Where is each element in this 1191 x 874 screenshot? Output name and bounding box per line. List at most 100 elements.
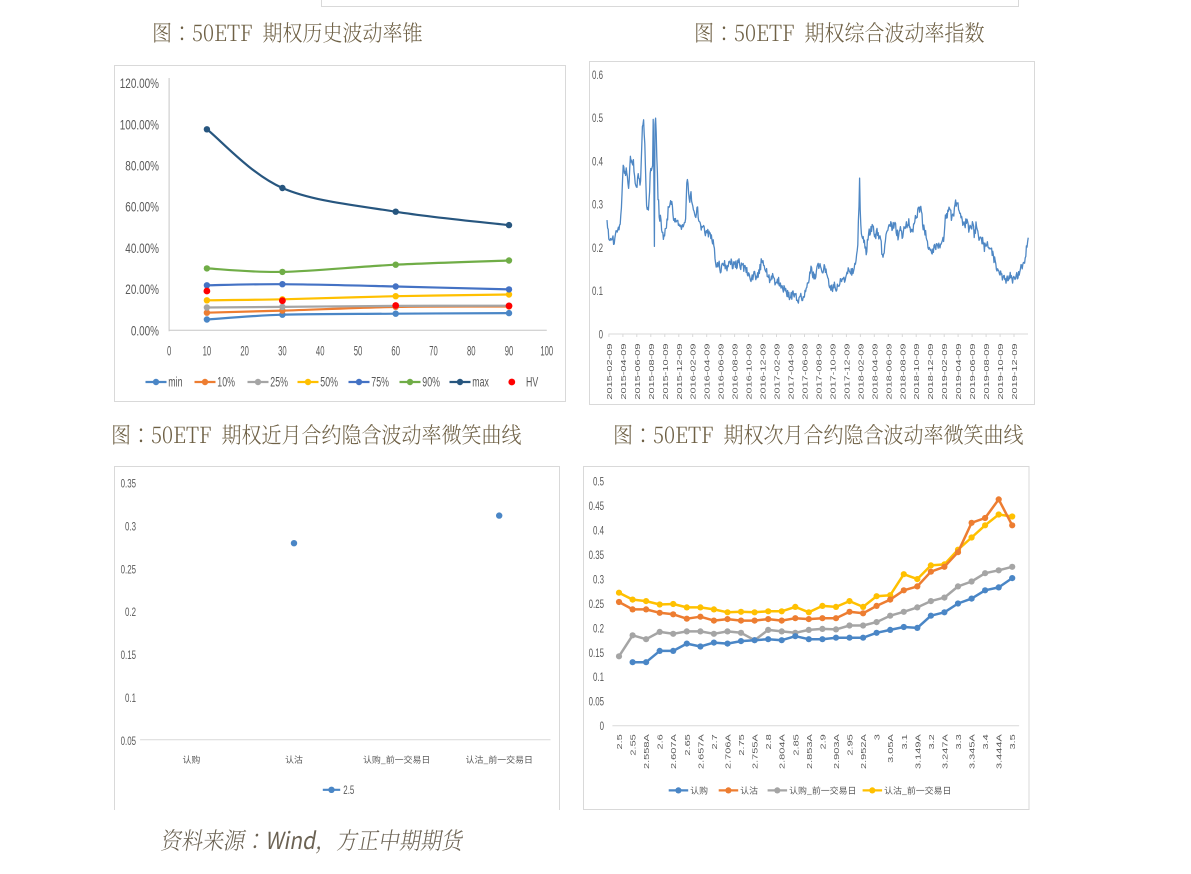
- svg-text:2.6: 2.6: [656, 734, 664, 749]
- svg-text:2015-10-09: 2015-10-09: [661, 343, 669, 399]
- svg-text:70: 70: [429, 344, 438, 359]
- svg-text:120.00%: 120.00%: [119, 75, 158, 91]
- svg-text:0.45: 0.45: [588, 501, 604, 514]
- svg-text:100: 100: [540, 344, 553, 359]
- svg-text:2.755A: 2.755A: [751, 734, 759, 770]
- svg-text:2019-06-09: 2019-06-09: [968, 343, 976, 399]
- svg-text:2016-02-09: 2016-02-09: [689, 343, 697, 399]
- svg-text:90%: 90%: [422, 373, 440, 390]
- svg-text:2017-12-09: 2017-12-09: [843, 343, 851, 399]
- svg-text:0.4: 0.4: [592, 525, 603, 538]
- svg-text:40: 40: [315, 344, 324, 359]
- svg-text:2018-08-09: 2018-08-09: [899, 343, 907, 399]
- svg-text:2.65: 2.65: [683, 734, 691, 755]
- svg-text:50%: 50%: [320, 373, 338, 390]
- svg-text:2.75: 2.75: [737, 734, 745, 755]
- svg-text:min: min: [168, 373, 182, 390]
- svg-text:0.15: 0.15: [120, 650, 136, 663]
- svg-text:2.903A: 2.903A: [832, 734, 840, 770]
- svg-text:2.95: 2.95: [846, 734, 854, 755]
- svg-text:0.35: 0.35: [120, 478, 136, 491]
- svg-text:2.706A: 2.706A: [724, 734, 732, 770]
- svg-text:2018-02-09: 2018-02-09: [857, 343, 865, 399]
- svg-text:0: 0: [166, 344, 170, 359]
- svg-text:2015-02-09: 2015-02-09: [605, 343, 613, 399]
- svg-text:100.00%: 100.00%: [119, 117, 158, 133]
- svg-text:0.15: 0.15: [588, 648, 604, 661]
- svg-text:2019-10-09: 2019-10-09: [996, 343, 1004, 399]
- svg-text:HV: HV: [526, 373, 538, 390]
- svg-text:2.9: 2.9: [819, 734, 827, 749]
- svg-text:2.804A: 2.804A: [778, 734, 786, 770]
- svg-text:0.1: 0.1: [591, 285, 602, 298]
- svg-text:2.85: 2.85: [792, 734, 800, 755]
- svg-text:2017-06-09: 2017-06-09: [801, 343, 809, 399]
- svg-text:40.00%: 40.00%: [125, 240, 159, 256]
- svg-text:2016-08-09: 2016-08-09: [731, 343, 739, 399]
- svg-text:2.558A: 2.558A: [642, 734, 650, 770]
- svg-text:0.05: 0.05: [120, 735, 136, 748]
- svg-text:60.00%: 60.00%: [125, 199, 159, 215]
- svg-text:75%: 75%: [371, 373, 389, 390]
- svg-text:0.1: 0.1: [124, 693, 135, 706]
- svg-text:2017-10-09: 2017-10-09: [829, 343, 837, 399]
- svg-text:2.55: 2.55: [629, 734, 637, 755]
- svg-text:2019-12-09: 2019-12-09: [1010, 343, 1018, 399]
- svg-text:0.3: 0.3: [591, 199, 602, 212]
- svg-text:3.4: 3.4: [981, 734, 989, 749]
- svg-text:2.7: 2.7: [710, 734, 718, 749]
- svg-text:0.2: 0.2: [592, 623, 603, 636]
- svg-text:2018-10-09: 2018-10-09: [912, 343, 920, 399]
- svg-text:2.657A: 2.657A: [697, 734, 705, 770]
- svg-text:0.35: 0.35: [588, 550, 604, 563]
- svg-text:60: 60: [391, 344, 400, 359]
- svg-text:3.2: 3.2: [927, 734, 935, 749]
- svg-text:90: 90: [504, 344, 513, 359]
- svg-text:2016-10-09: 2016-10-09: [745, 343, 753, 399]
- svg-text:0: 0: [599, 721, 604, 734]
- svg-text:0.5: 0.5: [592, 477, 603, 490]
- svg-text:10: 10: [202, 344, 211, 359]
- svg-text:max: max: [472, 373, 489, 390]
- svg-text:2.853A: 2.853A: [805, 734, 813, 770]
- svg-text:0.3: 0.3: [592, 574, 603, 587]
- svg-text:3.247A: 3.247A: [941, 734, 949, 770]
- svg-text:3: 3: [873, 734, 881, 740]
- svg-text:0.2: 0.2: [591, 242, 602, 255]
- svg-text:0.2: 0.2: [124, 607, 135, 620]
- svg-text:0.5: 0.5: [591, 112, 602, 125]
- svg-text:3.345A: 3.345A: [968, 734, 976, 770]
- svg-text:0.05: 0.05: [588, 697, 604, 710]
- svg-text:80.00%: 80.00%: [125, 158, 159, 174]
- svg-text:3.444A: 3.444A: [995, 734, 1003, 770]
- svg-text:2017-04-09: 2017-04-09: [787, 343, 795, 399]
- svg-text:3.149A: 3.149A: [914, 734, 922, 770]
- svg-text:2016-12-09: 2016-12-09: [759, 343, 767, 399]
- svg-text:50: 50: [353, 344, 362, 359]
- svg-text:2015-08-09: 2015-08-09: [647, 343, 655, 399]
- svg-text:0.25: 0.25: [120, 564, 136, 577]
- svg-text:2016-04-09: 2016-04-09: [703, 343, 711, 399]
- svg-text:2015-06-09: 2015-06-09: [633, 343, 641, 399]
- svg-text:20.00%: 20.00%: [125, 281, 159, 297]
- svg-text:0.25: 0.25: [588, 599, 604, 612]
- svg-text:2.5: 2.5: [343, 784, 354, 797]
- svg-text:2017-08-09: 2017-08-09: [815, 343, 823, 399]
- svg-text:0.3: 0.3: [124, 521, 135, 534]
- svg-text:20: 20: [240, 344, 249, 359]
- svg-text:3.1: 3.1: [900, 734, 908, 749]
- svg-text:3.5: 3.5: [1008, 734, 1016, 749]
- svg-text:2.5: 2.5: [615, 734, 623, 749]
- svg-text:2016-06-09: 2016-06-09: [717, 343, 725, 399]
- svg-text:3.3: 3.3: [954, 734, 962, 749]
- svg-text:0.00%: 0.00%: [130, 323, 158, 339]
- svg-text:2.8: 2.8: [764, 734, 772, 749]
- svg-text:2018-04-09: 2018-04-09: [871, 343, 879, 399]
- svg-text:2019-04-09: 2019-04-09: [954, 343, 962, 399]
- svg-text:2.607A: 2.607A: [669, 734, 677, 770]
- svg-text:3.05A: 3.05A: [886, 734, 894, 764]
- svg-text:2015-04-09: 2015-04-09: [619, 343, 627, 399]
- svg-text:2.952A: 2.952A: [859, 734, 867, 770]
- svg-text:0.6: 0.6: [591, 69, 602, 82]
- svg-text:2018-06-09: 2018-06-09: [885, 343, 893, 399]
